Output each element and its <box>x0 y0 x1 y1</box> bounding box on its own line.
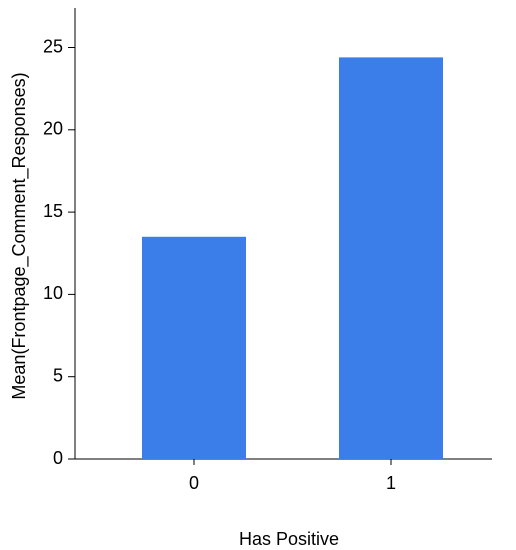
bar <box>339 57 443 459</box>
x-tick-label: 1 <box>386 473 396 493</box>
y-axis-label: Mean(Frontpage_Comment_Responses) <box>9 72 30 399</box>
x-axis-label: Has Positive <box>239 529 339 549</box>
y-tick-label: 10 <box>43 283 63 303</box>
x-tick-label: 0 <box>189 473 199 493</box>
y-tick-label: 5 <box>53 365 63 385</box>
y-tick-label: 0 <box>53 448 63 468</box>
bar <box>142 236 246 459</box>
y-tick-label: 20 <box>43 119 63 139</box>
y-tick-label: 25 <box>43 36 63 56</box>
y-tick-label: 15 <box>43 201 63 221</box>
